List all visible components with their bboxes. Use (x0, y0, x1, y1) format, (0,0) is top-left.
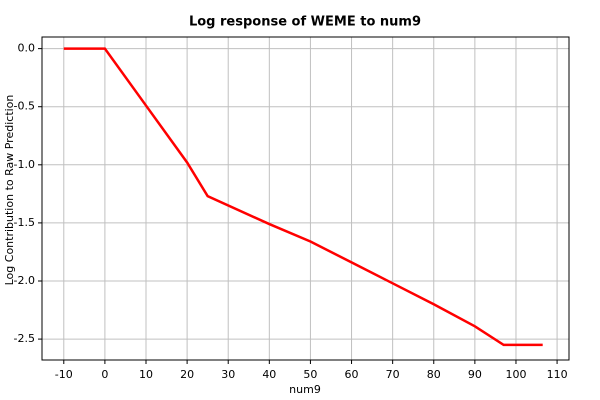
series-line (63, 47, 543, 347)
y-tick-label: -1.5 (14, 216, 35, 229)
y-tick-label: -0.5 (14, 100, 35, 113)
y-tick-label: -2.5 (14, 332, 35, 345)
x-tick-label: 70 (386, 368, 400, 381)
x-tick-label: 10 (139, 368, 153, 381)
chart-title: Log response of WEME to num9 (189, 15, 421, 30)
x-tick-label: 20 (180, 368, 194, 381)
x-tick-label: 90 (468, 368, 482, 381)
x-tick-label: 60 (345, 368, 359, 381)
x-tick-label: 40 (262, 368, 276, 381)
y-axis-label: Log Contribution to Raw Prediction (3, 95, 16, 286)
x-tick-label: 50 (303, 368, 317, 381)
x-tick-label: 100 (505, 368, 526, 381)
x-tick-label: 80 (427, 368, 441, 381)
x-axis-label: num9 (289, 383, 321, 396)
y-tick-label: 0.0 (18, 42, 36, 55)
x-tick-label: 0 (101, 368, 108, 381)
x-tick-label: 30 (221, 368, 235, 381)
plot-frame (41, 36, 570, 361)
y-tick-label: -2.0 (14, 274, 35, 287)
y-tick-label: -1.0 (14, 158, 35, 171)
x-tick-label: 110 (547, 368, 568, 381)
x-tick-label: -10 (55, 368, 73, 381)
